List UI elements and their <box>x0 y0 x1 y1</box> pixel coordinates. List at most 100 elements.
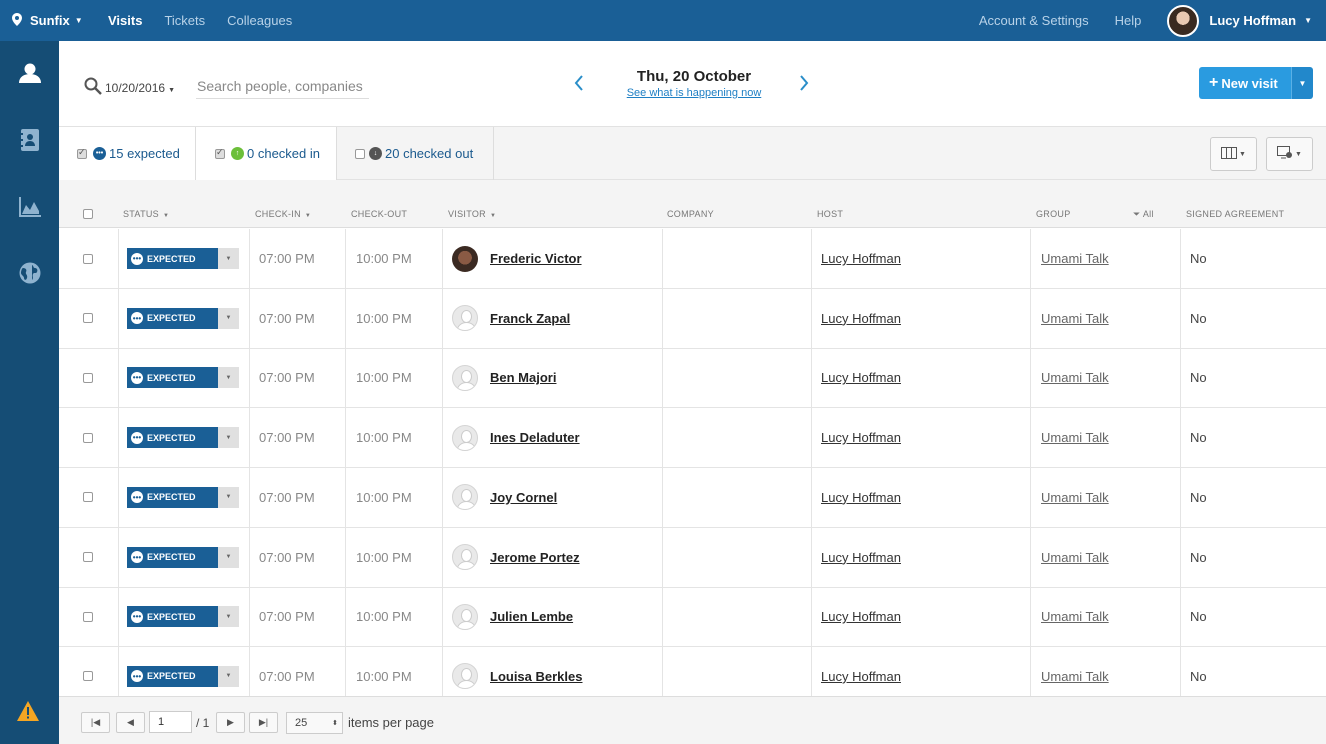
page-input[interactable] <box>149 711 192 733</box>
host-link[interactable]: Lucy Hoffman <box>821 310 901 326</box>
status-badge[interactable]: ••• EXPECTED <box>127 427 218 449</box>
row-checkbox[interactable] <box>83 372 93 383</box>
row-checkbox[interactable] <box>83 492 93 503</box>
group-link[interactable]: Umami Talk <box>1041 489 1109 505</box>
table-row[interactable]: ••• EXPECTED ▼ 07:00 PM 10:00 PM Jerome Porte… <box>59 527 1326 588</box>
row-checkbox[interactable] <box>83 253 93 264</box>
chevron-down-icon[interactable]: ▼ <box>218 606 239 628</box>
status-dropdown[interactable]: ••• EXPECTED ▼ <box>127 606 239 628</box>
location-selector[interactable]: Sunfix ▼ <box>0 12 100 29</box>
host-link[interactable]: Lucy Hoffman <box>821 668 901 684</box>
group-link[interactable]: Umami Talk <box>1041 310 1109 326</box>
sidebar-item-directory[interactable] <box>0 112 59 172</box>
chevron-down-icon[interactable]: ▼ <box>218 248 239 269</box>
user-menu[interactable]: Lucy Hoffman ▼ <box>1167 4 1326 37</box>
visitor-name-link[interactable]: Louisa Berkles <box>490 668 583 684</box>
see-now-link[interactable]: See what is happening now <box>626 87 762 99</box>
table-row[interactable]: ••• EXPECTED ▼ 07:00 PM 10:00 PM Joy Cornel Lu… <box>59 467 1326 528</box>
chevron-down-icon[interactable]: ▼ <box>218 486 239 508</box>
help-link[interactable]: Help <box>1114 13 1142 28</box>
col-visitor[interactable]: VISITOR ▼ <box>448 209 497 219</box>
chevron-down-icon[interactable]: ▼ <box>218 427 239 449</box>
visitor-name-link[interactable]: Joy Cornel <box>490 489 558 505</box>
status-badge[interactable]: ••• EXPECTED <box>127 665 218 687</box>
group-link[interactable]: Umami Talk <box>1041 430 1109 446</box>
col-status[interactable]: STATUS ▼ <box>123 209 170 219</box>
table-row[interactable]: ••• EXPECTED ▼ 07:00 PM 10:00 PM Julien Lembe… <box>59 587 1326 648</box>
search-icon[interactable] <box>84 77 102 100</box>
visitor-name-link[interactable]: Ben Majori <box>490 370 557 386</box>
col-check-in[interactable]: CHECK-IN ▼ <box>255 209 312 219</box>
table-row[interactable]: ••• EXPECTED ▼ 07:00 PM 10:00 PM Louisa Berkl… <box>59 646 1326 696</box>
col-group[interactable]: GROUP <box>1036 209 1071 219</box>
status-dropdown[interactable]: ••• EXPECTED ▼ <box>127 248 239 269</box>
status-dropdown[interactable]: ••• EXPECTED ▼ <box>127 665 239 687</box>
row-checkbox[interactable] <box>83 671 93 682</box>
nav-colleagues[interactable]: Colleagues <box>227 13 293 28</box>
new-visit-button[interactable]: + New visit <box>1199 67 1291 99</box>
status-badge[interactable]: ••• EXPECTED <box>127 546 218 568</box>
display-settings-button[interactable]: ▼ <box>1266 137 1313 171</box>
host-link[interactable]: Lucy Hoffman <box>821 251 901 266</box>
visitor-name-link[interactable]: Ines Deladuter <box>490 430 580 446</box>
visitor-name-link[interactable]: Frederic Victor <box>490 251 582 266</box>
nav-tickets[interactable]: Tickets <box>164 13 206 28</box>
filter-checked-out[interactable]: ↓ 20 checked out <box>337 127 494 180</box>
group-link[interactable]: Umami Talk <box>1041 251 1109 266</box>
table-row[interactable]: ••• EXPECTED ▼ 07:00 PM 10:00 PM Franck Zapal… <box>59 288 1326 349</box>
group-link[interactable]: Umami Talk <box>1041 549 1109 565</box>
warning-icon[interactable] <box>17 701 39 726</box>
status-dropdown[interactable]: ••• EXPECTED ▼ <box>127 486 239 508</box>
visitor-name-link[interactable]: Franck Zapal <box>490 310 571 326</box>
status-badge[interactable]: ••• EXPECTED <box>127 307 218 329</box>
col-signed-agreement[interactable]: SIGNED AGREEMENT <box>1186 209 1285 219</box>
host-link[interactable]: Lucy Hoffman <box>821 489 901 505</box>
filter-checkbox[interactable] <box>355 148 365 159</box>
last-page-button[interactable]: ▶| <box>249 712 278 733</box>
visitor-name-link[interactable]: Jerome Portez <box>490 549 580 565</box>
group-filter[interactable]: ⏷ All <box>1133 209 1154 219</box>
account-settings-link[interactable]: Account & Settings <box>978 13 1089 28</box>
filter-checkbox[interactable] <box>215 147 225 159</box>
prev-day-chevron-icon[interactable] <box>574 74 584 97</box>
status-badge[interactable]: ••• EXPECTED <box>127 248 218 269</box>
chevron-down-icon[interactable]: ▼ <box>218 546 239 568</box>
sidebar-item-analytics[interactable] <box>0 179 59 239</box>
row-checkbox[interactable] <box>83 611 93 622</box>
col-company[interactable]: COMPANY <box>667 209 714 219</box>
status-badge[interactable]: ••• EXPECTED <box>127 606 218 628</box>
table-row[interactable]: ••• EXPECTED ▼ 07:00 PM 10:00 PM Frederic Vic… <box>59 229 1326 289</box>
host-link[interactable]: Lucy Hoffman <box>821 609 901 625</box>
chevron-down-icon[interactable]: ▼ <box>218 307 239 329</box>
host-link[interactable]: Lucy Hoffman <box>821 430 901 446</box>
host-link[interactable]: Lucy Hoffman <box>821 370 901 386</box>
chevron-down-icon[interactable]: ▼ <box>218 665 239 687</box>
sidebar-item-global[interactable] <box>0 245 59 305</box>
chevron-down-icon[interactable]: ▼ <box>218 367 239 389</box>
group-link[interactable]: Umami Talk <box>1041 609 1109 625</box>
per-page-select[interactable]: 25 ⬍ <box>286 712 343 734</box>
status-badge[interactable]: ••• EXPECTED <box>127 486 218 508</box>
status-badge[interactable]: ••• EXPECTED <box>127 367 218 389</box>
row-checkbox[interactable] <box>83 552 93 562</box>
status-dropdown[interactable]: ••• EXPECTED ▼ <box>127 546 239 568</box>
status-dropdown[interactable]: ••• EXPECTED ▼ <box>127 367 239 389</box>
columns-button[interactable]: ▼ <box>1210 137 1257 171</box>
group-link[interactable]: Umami Talk <box>1041 668 1109 684</box>
sidebar-item-visitors[interactable] <box>0 45 59 105</box>
filter-expected[interactable]: ••• 15 expected <box>59 127 196 180</box>
new-visit-dropdown[interactable]: ▼ <box>1291 67 1313 99</box>
row-checkbox[interactable] <box>83 313 93 324</box>
nav-visits[interactable]: Visits <box>108 13 143 28</box>
prev-page-button[interactable]: ◀ <box>116 712 145 733</box>
filter-checkbox[interactable] <box>77 147 87 159</box>
group-link[interactable]: Umami Talk <box>1041 370 1109 386</box>
search-input[interactable] <box>196 74 369 99</box>
next-day-chevron-icon[interactable] <box>799 74 809 97</box>
col-host[interactable]: HOST <box>817 209 844 219</box>
table-row[interactable]: ••• EXPECTED ▼ 07:00 PM 10:00 PM Ben Majori Lu… <box>59 348 1326 409</box>
table-row[interactable]: ••• EXPECTED ▼ 07:00 PM 10:00 PM Ines Deladut… <box>59 408 1326 469</box>
first-page-button[interactable]: |◀ <box>81 712 110 733</box>
status-dropdown[interactable]: ••• EXPECTED ▼ <box>127 307 239 329</box>
filter-checked-in[interactable]: ↑ 0 checked in <box>196 127 337 180</box>
